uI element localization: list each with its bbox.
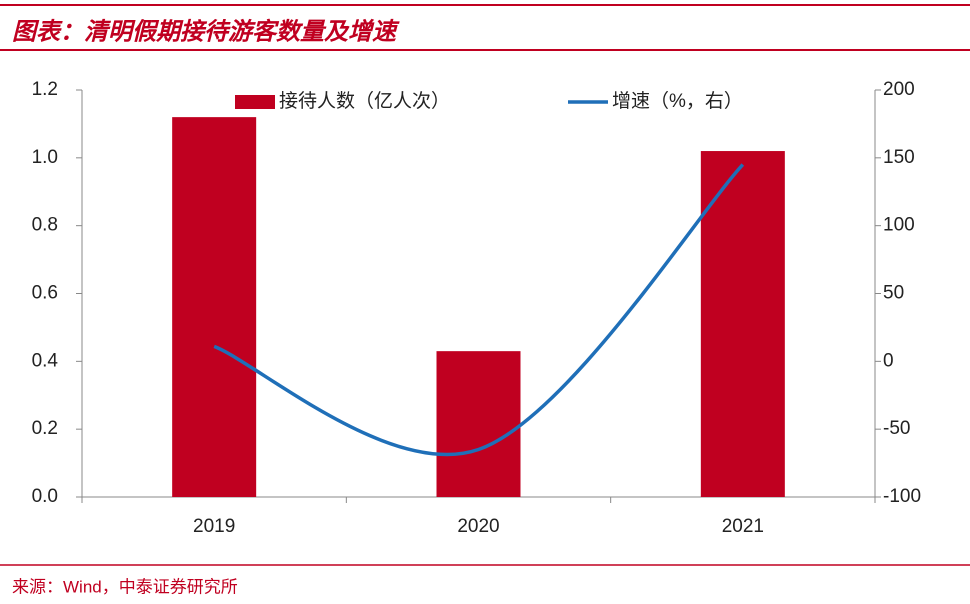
- y-tick-label: 1.0: [32, 147, 58, 168]
- bar: [172, 117, 257, 497]
- y-tick-label: 0.6: [32, 283, 58, 304]
- y-tick-label: 0.4: [32, 350, 59, 371]
- line: [213, 163, 745, 457]
- x-tick-label: 2021: [722, 516, 764, 537]
- legend-label: 接待人数（亿人次）: [279, 90, 450, 112]
- bar: [700, 151, 785, 498]
- source: 来源：Wind，中泰证券研究所: [12, 577, 238, 596]
- y2-tick-label: 150: [883, 147, 915, 168]
- y-tick-label: 0.2: [32, 418, 58, 439]
- y2-tick-label: 200: [883, 79, 915, 100]
- y-tick-label: 0.0: [32, 486, 58, 507]
- x-tick-label: 2019: [193, 516, 235, 537]
- chart-title: 图表：清明假期接待游客数量及增速: [12, 18, 400, 45]
- y-tick-label: 0.8: [32, 215, 58, 236]
- y2-tick-label: 100: [883, 215, 915, 236]
- y-tick-label: 1.2: [32, 79, 58, 100]
- legend-label: 增速（%，右）: [612, 90, 743, 112]
- legend-swatch: [235, 95, 275, 109]
- x-tick-label: 2020: [457, 516, 499, 537]
- bar: [436, 351, 521, 497]
- y2-tick-label: -50: [883, 418, 910, 439]
- y2-tick-label: 50: [883, 283, 904, 304]
- y2-tick-label: 0: [883, 350, 894, 371]
- y2-tick-label: -100: [883, 486, 921, 507]
